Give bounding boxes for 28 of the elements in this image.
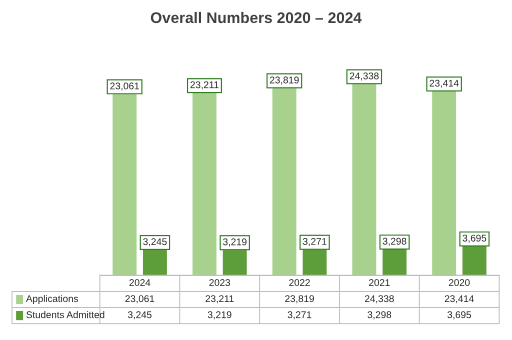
text: 3,219 bbox=[223, 238, 247, 246]
data-label: 24,338 bbox=[365, 295, 394, 304]
chart-title: Overall Numbers 2020 – 2024 bbox=[150, 12, 362, 24]
text: 3,245 bbox=[143, 238, 167, 246]
text: 3,271 bbox=[302, 238, 326, 246]
x-tick-label: 2020 bbox=[448, 279, 470, 286]
legend-label: Applications bbox=[26, 294, 78, 304]
legend-label: Students Admitted bbox=[26, 311, 104, 318]
text: 23,061 bbox=[110, 82, 139, 91]
data-label: 3,219 bbox=[208, 311, 232, 320]
data-label: 3,245 bbox=[128, 311, 152, 320]
x-tick-label: 2024 bbox=[129, 279, 150, 286]
x-tick-label: 2021 bbox=[369, 279, 390, 286]
data-label: 23,819 bbox=[285, 295, 314, 304]
text: 23,211 bbox=[190, 81, 219, 90]
x-tick-label: 2022 bbox=[289, 279, 310, 286]
text: 24,338 bbox=[350, 72, 379, 81]
data-label: 23,414 bbox=[444, 295, 474, 304]
data-label: 3,298 bbox=[368, 311, 392, 320]
text: 23,819 bbox=[270, 76, 299, 85]
x-tick-label: 2023 bbox=[209, 279, 230, 286]
data-label: 3,271 bbox=[288, 311, 312, 320]
data-label: 23,061 bbox=[125, 295, 154, 304]
text: 23,414 bbox=[430, 80, 459, 88]
text: 3,695 bbox=[462, 234, 486, 243]
data-label: 23,211 bbox=[206, 295, 234, 304]
text: 3,298 bbox=[382, 238, 406, 246]
data-label: 3,695 bbox=[447, 311, 472, 320]
